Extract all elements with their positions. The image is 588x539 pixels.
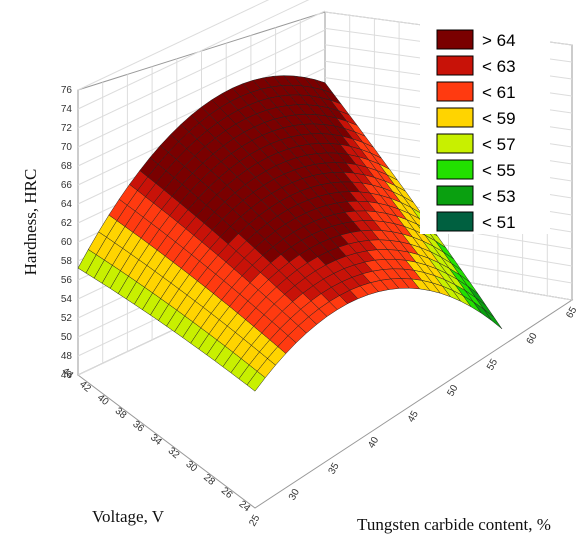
legend-swatch — [436, 133, 474, 154]
legend-label: < 51 — [482, 213, 516, 232]
z-tick-label: 74 — [61, 104, 73, 115]
legend-swatch — [436, 55, 474, 76]
x-axis-title: Tungsten carbide content, % — [357, 515, 551, 534]
x-tick-label: 35 — [327, 461, 342, 477]
legend-label: < 59 — [482, 109, 516, 128]
z-tick-label: 72 — [61, 123, 73, 134]
x-tick-label: 25 — [247, 513, 262, 529]
x-tick-label: 45 — [406, 409, 421, 425]
legend-swatch — [436, 81, 474, 102]
legend-swatch — [436, 107, 474, 128]
z-tick-label: 48 — [61, 351, 73, 362]
z-tick-label: 60 — [61, 237, 73, 248]
legend-label: < 61 — [482, 83, 516, 102]
z-tick-label: 54 — [61, 294, 73, 305]
legend-swatch — [436, 211, 474, 232]
grid-line — [77, 0, 310, 110]
x-tick-label: 40 — [366, 435, 381, 451]
x-tick-label: 30 — [287, 487, 302, 503]
z-tick-label: 76 — [61, 85, 73, 96]
grid-line — [77, 0, 270, 91]
legend-label: < 53 — [482, 187, 516, 206]
z-tick-label: 64 — [61, 199, 73, 210]
z-axis-ticks: 46 48 50 52 54 56 58 60 62 64 66 68 70 72 74 76 — [61, 85, 73, 381]
z-tick-label: 50 — [61, 332, 73, 343]
y-axis-title: Voltage, V — [92, 507, 165, 526]
z-tick-label: 52 — [61, 313, 73, 324]
legend-swatch — [436, 29, 474, 50]
z-axis-title: Hardness, HRC — [21, 169, 40, 276]
x-axis-ticks: 25 30 35 40 45 50 55 60 65 — [247, 305, 579, 529]
legend-label: < 57 — [482, 135, 516, 154]
legend-label: < 63 — [482, 57, 516, 76]
z-tick-label: 70 — [61, 142, 73, 153]
z-tick-label: 56 — [61, 275, 73, 286]
legend-swatch — [436, 185, 474, 206]
z-tick-label: 58 — [61, 256, 73, 267]
z-tick-label: 46 — [61, 370, 73, 381]
x-tick-label: 60 — [525, 331, 540, 347]
z-tick-label: 62 — [61, 218, 73, 229]
surface — [77, 75, 503, 392]
x-tick-label: 50 — [445, 383, 460, 399]
x-tick-label: 65 — [564, 305, 579, 321]
x-tick-label: 55 — [485, 357, 500, 373]
surface-cell — [483, 308, 503, 330]
legend-swatch — [436, 159, 474, 180]
legend: > 64 < 63 < 61 < 59 < 57 < 55 < 53 < 51 — [420, 22, 550, 234]
legend-label: > 64 — [482, 31, 516, 50]
z-tick-label: 66 — [61, 180, 73, 191]
legend-label: < 55 — [482, 161, 516, 180]
z-tick-label: 68 — [61, 161, 73, 172]
